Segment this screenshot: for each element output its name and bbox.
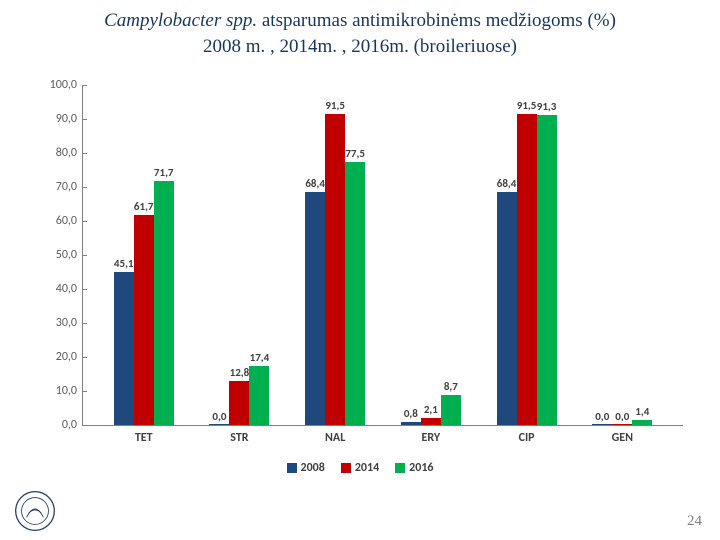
plot-area: 0,010,020,030,040,050,060,070,080,090,01… — [82, 85, 683, 426]
bar: 61,7 — [134, 215, 154, 425]
bar-value-label: 17,4 — [239, 351, 279, 364]
legend-item: 2008 — [287, 461, 325, 475]
bar: 77,5 — [345, 162, 365, 426]
bar: 71,7 — [154, 181, 174, 425]
bar: 0,8 — [401, 422, 421, 425]
y-tick-label: 100,0 — [41, 78, 77, 92]
bar: 0,0 — [592, 424, 612, 425]
page-number: 24 — [687, 513, 702, 530]
bar: 91,3 — [537, 115, 557, 425]
y-tick-label: 10,0 — [41, 384, 77, 398]
x-category-label: GEN — [587, 425, 657, 445]
title-rest1: atsparumas antimikrobinėms medžiogoms (%… — [257, 10, 616, 31]
bar: 1,4 — [632, 420, 652, 425]
bar-value-label: 71,7 — [144, 166, 184, 179]
bar-value-label: 91,3 — [527, 100, 567, 113]
bar-value-label: 91,5 — [315, 99, 355, 112]
bar: 91,5 — [325, 114, 345, 425]
legend-swatch-icon — [341, 463, 351, 473]
bar: 12,8 — [229, 381, 249, 425]
y-tick-label: 30,0 — [41, 316, 77, 330]
x-category-label: ERY — [396, 425, 466, 445]
x-category-label: TET — [109, 425, 179, 445]
bar-value-label: 1,4 — [622, 405, 662, 418]
y-tick-label: 40,0 — [41, 282, 77, 296]
legend-swatch-icon — [287, 463, 297, 473]
bar: 8,7 — [441, 395, 461, 425]
bar: 91,5 — [517, 114, 537, 425]
bar: 0,0 — [209, 424, 229, 425]
legend-label: 2008 — [301, 461, 325, 475]
y-tick-label: 60,0 — [41, 214, 77, 228]
chart: 0,0 10,0 20,0 30,0 40,0 50,0 60,0 70,0 80,0 90,0 1… — [30, 75, 690, 475]
institution-logo-icon — [14, 490, 56, 532]
title-italic: Campylobacter spp. — [104, 10, 257, 31]
y-tick-label: 0,0 — [41, 418, 77, 432]
slide-title: Campylobacter spp. atsparumas antimikrob… — [0, 0, 720, 59]
bar: 68,4 — [497, 192, 517, 425]
y-tick-label: 90,0 — [41, 112, 77, 126]
bar: 0,0 — [612, 424, 632, 425]
bar: 2,1 — [421, 418, 441, 425]
legend-item: 2016 — [395, 461, 433, 475]
bar: 45,1 — [114, 272, 134, 425]
legend: 2008 2014 2016 — [30, 461, 690, 475]
slide: Campylobacter spp. atsparumas antimikrob… — [0, 0, 720, 540]
y-tick-label: 50,0 — [41, 248, 77, 262]
legend-label: 2014 — [355, 461, 379, 475]
bar-value-label: 77,5 — [335, 147, 375, 160]
y-tick-label: 20,0 — [41, 350, 77, 364]
x-category-label: NAL — [300, 425, 370, 445]
bar: 17,4 — [249, 366, 269, 425]
legend-swatch-icon — [395, 463, 405, 473]
bar: 68,4 — [305, 192, 325, 425]
x-category-label: STR — [204, 425, 274, 445]
legend-item: 2014 — [341, 461, 379, 475]
bar-value-label: 8,7 — [431, 380, 471, 393]
title-line2: 2008 m. , 2014m. , 2016m. (broileriuose) — [203, 36, 517, 57]
y-tick-label: 70,0 — [41, 180, 77, 194]
y-tick-label: 80,0 — [41, 146, 77, 160]
x-category-label: CIP — [492, 425, 562, 445]
legend-label: 2016 — [409, 461, 433, 475]
